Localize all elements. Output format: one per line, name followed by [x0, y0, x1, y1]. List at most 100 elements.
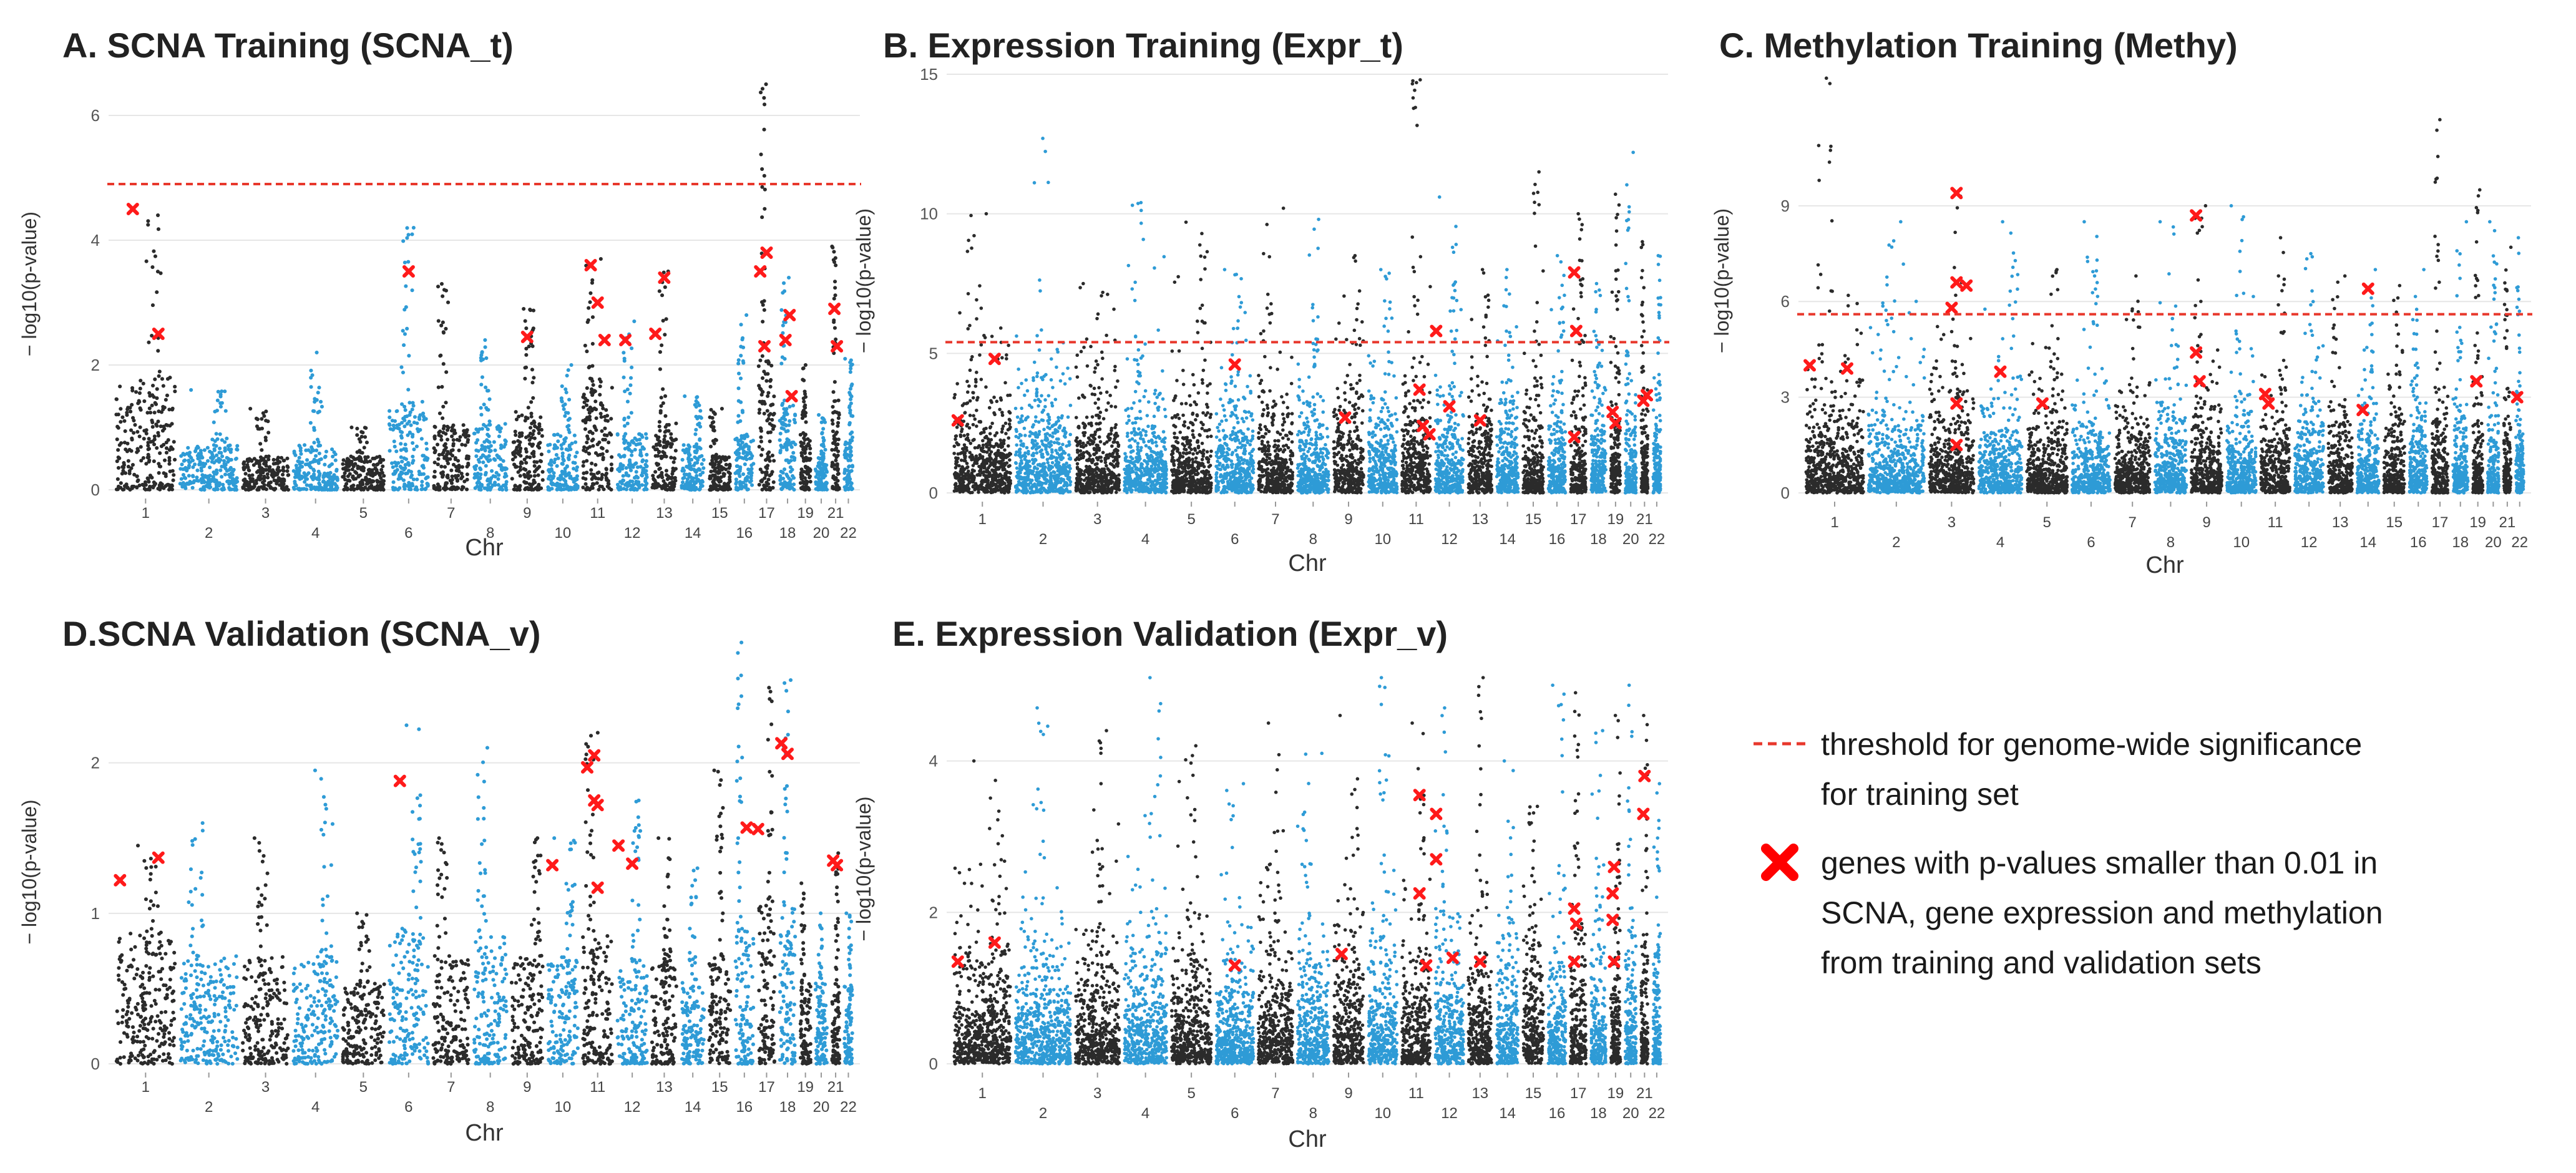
chr-label: 14 [685, 1099, 701, 1116]
chr-label: 12 [624, 1099, 641, 1116]
chr-4-points [1123, 676, 1169, 1066]
chr-label: 19 [1608, 1085, 1624, 1102]
chr-label: 19 [2469, 514, 2486, 531]
chr-label: 3 [1093, 1085, 1101, 1102]
highlight-marker [2190, 209, 2203, 222]
highlight-marker [779, 334, 792, 346]
chr-label: 16 [736, 1099, 753, 1116]
chr-9-points [510, 307, 545, 492]
highlight-marker [152, 328, 165, 340]
chr-7-points [431, 836, 471, 1066]
highlight-marker [1339, 411, 1352, 424]
chr-label: 6 [404, 525, 412, 542]
chr-label: 4 [1141, 1105, 1149, 1122]
y-tick-label: 0 [929, 1054, 938, 1073]
highlight-marker [1641, 389, 1654, 402]
chr-10-points [1367, 676, 1399, 1066]
chr-13-points [1466, 676, 1493, 1066]
y-tick-label: 0 [91, 1054, 100, 1073]
highlight-marker [619, 334, 632, 346]
chr-3-points [1927, 194, 1976, 495]
chr-8-points [2153, 220, 2188, 495]
highlight-marker [1608, 955, 1621, 968]
chr-9-points [1332, 713, 1365, 1066]
chr-1-points [952, 759, 1013, 1066]
chr-19-points [798, 881, 812, 1066]
highlight-marker [1637, 807, 1650, 820]
y-axis-title: − log10(p-value) [18, 799, 41, 944]
chr-7-points [1256, 721, 1295, 1066]
chr-16-points [2408, 268, 2429, 495]
highlighted-genes [114, 737, 844, 894]
chr-label: 10 [2233, 534, 2250, 551]
chr-label: 1 [978, 1085, 987, 1102]
data-points [1804, 76, 2525, 495]
chr-4-points [291, 768, 340, 1066]
highlight-marker [831, 340, 844, 353]
chr-label: 11 [1408, 1085, 1424, 1102]
chr-label: 19 [1608, 511, 1624, 528]
highlight-marker [740, 821, 753, 834]
chr-label: 2 [205, 1099, 213, 1116]
chr-label: 15 [1525, 511, 1542, 528]
chr-label: 9 [1344, 511, 1352, 528]
highlight-marker [1569, 917, 1583, 930]
highlight-marker [2356, 404, 2369, 417]
chr-6-points [388, 723, 431, 1066]
chr-label: 2 [1039, 1105, 1047, 1122]
chr-1-points [114, 844, 177, 1066]
chr-9-points [2190, 204, 2224, 495]
chr-18-points [2451, 220, 2470, 495]
highlight-marker [760, 246, 773, 259]
chr-label: 4 [1141, 531, 1149, 548]
highlight-marker [2036, 397, 2049, 410]
chr-label: 7 [1271, 1085, 1279, 1102]
chr-16-points [733, 313, 756, 492]
highlight-marker [2262, 397, 2275, 410]
chr-label: 22 [1649, 1105, 1666, 1122]
chr-2-points [1013, 706, 1073, 1066]
chr-17-points [1569, 212, 1588, 495]
chr-5-points [2025, 268, 2069, 495]
chr-label: 21 [827, 1079, 844, 1096]
highlight-marker [1420, 959, 1433, 972]
legend-genes-text-3: from training and validation sets [1821, 945, 2261, 980]
chr-9-points [1332, 253, 1365, 495]
highlight-marker [1443, 400, 1456, 413]
chr-10-points [546, 363, 580, 492]
chr-10-points [546, 836, 580, 1066]
chr-13-points [650, 836, 678, 1066]
chr-2-points [178, 388, 240, 492]
highlight-marker [1568, 431, 1581, 444]
y-axis-title: − log10(p-value) [852, 208, 875, 353]
chr-22-points [1651, 782, 1662, 1066]
chr-18-points [1589, 729, 1608, 1066]
chr-17-points [756, 82, 776, 492]
chr-20-points [1623, 683, 1638, 1066]
chr-8-points [1295, 217, 1330, 495]
y-tick-label: 2 [91, 754, 100, 772]
highlight-marker [658, 271, 671, 284]
chr-label: 12 [1441, 1105, 1458, 1122]
highlight-marker [785, 390, 798, 402]
panel-a: A. SCNA Training (SCNA_t) 0 2 4 6 − log10(p-… [18, 26, 861, 561]
chr-13-points [2326, 274, 2354, 495]
highlight-marker [758, 340, 771, 353]
highlighted-genes [951, 266, 1654, 444]
chr-label: 2 [205, 525, 213, 542]
chr-label: 14 [685, 525, 701, 542]
highlighted-genes [951, 769, 1651, 972]
chr-label: 8 [486, 525, 494, 542]
chr-14-points [1495, 759, 1520, 1066]
highlight-marker [402, 265, 415, 278]
highlight-marker [1608, 860, 1621, 874]
highlight-marker [126, 203, 139, 215]
legend-genes-text-2: SCNA, gene expression and methylation [1821, 895, 2383, 930]
chr-label: 12 [2301, 534, 2318, 551]
highlight-marker [2193, 375, 2206, 388]
chr-12-points [1433, 706, 1465, 1066]
chr-5-points [1169, 744, 1213, 1066]
chr-15-points [707, 768, 733, 1066]
chr-label: 15 [1525, 1085, 1542, 1102]
